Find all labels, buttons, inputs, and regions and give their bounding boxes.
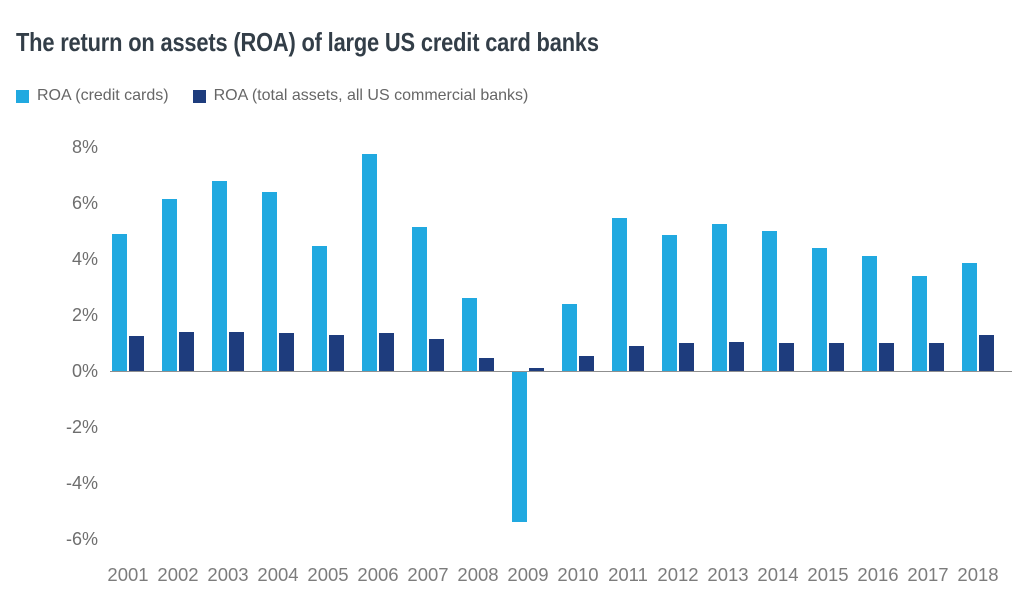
legend-item-roa-credit-cards: ROA (credit cards)	[16, 87, 169, 105]
bar-credit-cards-2014	[762, 231, 777, 371]
bar-all-banks-2004	[279, 333, 294, 371]
x-axis-label-2008: 2008	[457, 564, 499, 585]
y-axis-label-6: -6%	[65, 529, 98, 549]
bar-all-banks-2008	[479, 358, 494, 371]
legend-marker-roa-total-assets-all-us-commercial-banks	[192, 89, 206, 103]
x-axis-label-2006: 2006	[357, 564, 399, 585]
bar-credit-cards-2017	[912, 275, 927, 371]
bar-credit-cards-2015	[812, 247, 827, 371]
x-axis-label-2018: 2018	[957, 564, 999, 585]
bar-all-banks-2013	[729, 341, 744, 371]
bar-all-banks-2018	[979, 334, 994, 371]
x-axis-label-2015: 2015	[807, 564, 849, 585]
x-axis-label-2016: 2016	[857, 564, 899, 585]
x-axis-label-2003: 2003	[207, 564, 249, 585]
y-axis-label-2: 2%	[71, 305, 98, 325]
x-axis-label-2002: 2002	[157, 564, 199, 585]
bar-credit-cards-2006	[362, 154, 377, 371]
bar-credit-cards-2009	[512, 371, 527, 523]
bar-all-banks-2007	[429, 338, 444, 371]
bar-all-banks-2014	[779, 343, 794, 371]
bar-all-banks-2010	[579, 355, 594, 371]
y-axis-label-2: -2%	[65, 417, 98, 437]
bar-credit-cards-2013	[712, 224, 727, 371]
x-axis-label-2009: 2009	[507, 564, 549, 585]
bar-all-banks-2006	[379, 333, 394, 371]
x-axis-zero-line	[110, 370, 1012, 372]
bar-credit-cards-2007	[412, 226, 427, 371]
bar-credit-cards-2002	[162, 198, 177, 371]
bar-all-banks-2003	[229, 331, 244, 371]
x-axis-label-2017: 2017	[907, 564, 949, 585]
bar-all-banks-2011	[629, 345, 644, 371]
chart-title: The return on assets (ROA) of large US c…	[16, 27, 599, 57]
y-axis-label-6: 6%	[71, 193, 98, 213]
x-axis-label-2014: 2014	[757, 564, 799, 585]
x-axis-label-2005: 2005	[307, 564, 349, 585]
bar-credit-cards-2005	[312, 246, 327, 371]
y-axis-label-4: 4%	[71, 249, 98, 269]
legend-item-roa-total-assets-all-us-commercial-banks: ROA (total assets, all US commercial ban…	[192, 87, 529, 105]
x-axis-label-2001: 2001	[107, 564, 149, 585]
x-axis-label-2004: 2004	[257, 564, 299, 585]
legend-label: ROA (total assets, all US commercial ban…	[213, 87, 529, 104]
bar-all-banks-2016	[879, 343, 894, 371]
bar-credit-cards-2018	[962, 263, 977, 371]
bar-all-banks-2009	[529, 368, 544, 371]
y-axis-label-8: 8%	[71, 137, 98, 157]
chart-legend: ROA (credit cards) ROA (total assets, all…	[16, 87, 528, 105]
bar-all-banks-2012	[679, 343, 694, 371]
bar-credit-cards-2011	[612, 218, 627, 371]
x-axis-label-2011: 2011	[608, 564, 648, 585]
legend-marker-roa-credit-cards	[16, 89, 29, 103]
bar-all-banks-2002	[179, 331, 194, 371]
bar-credit-cards-2016	[862, 256, 877, 371]
bar-all-banks-2001	[129, 336, 144, 371]
y-axis-label-4: -4%	[65, 473, 98, 493]
bar-all-banks-2015	[829, 343, 844, 371]
bar-all-banks-2005	[329, 334, 344, 371]
x-axis-label-2010: 2010	[557, 564, 599, 585]
bar-credit-cards-2012	[662, 235, 677, 371]
y-axis-label-0: 0%	[71, 361, 98, 381]
bar-credit-cards-2010	[562, 303, 577, 371]
bar-credit-cards-2001	[112, 233, 127, 371]
bar-credit-cards-2008	[462, 298, 477, 371]
x-axis-label-2013: 2013	[707, 564, 749, 585]
legend-label: ROA (credit cards)	[37, 87, 169, 104]
x-axis-label-2007: 2007	[407, 564, 449, 585]
bar-all-banks-2017	[929, 343, 944, 371]
x-axis-label-2012: 2012	[657, 564, 699, 585]
bar-credit-cards-2004	[262, 191, 277, 371]
bar-credit-cards-2003	[212, 180, 227, 371]
